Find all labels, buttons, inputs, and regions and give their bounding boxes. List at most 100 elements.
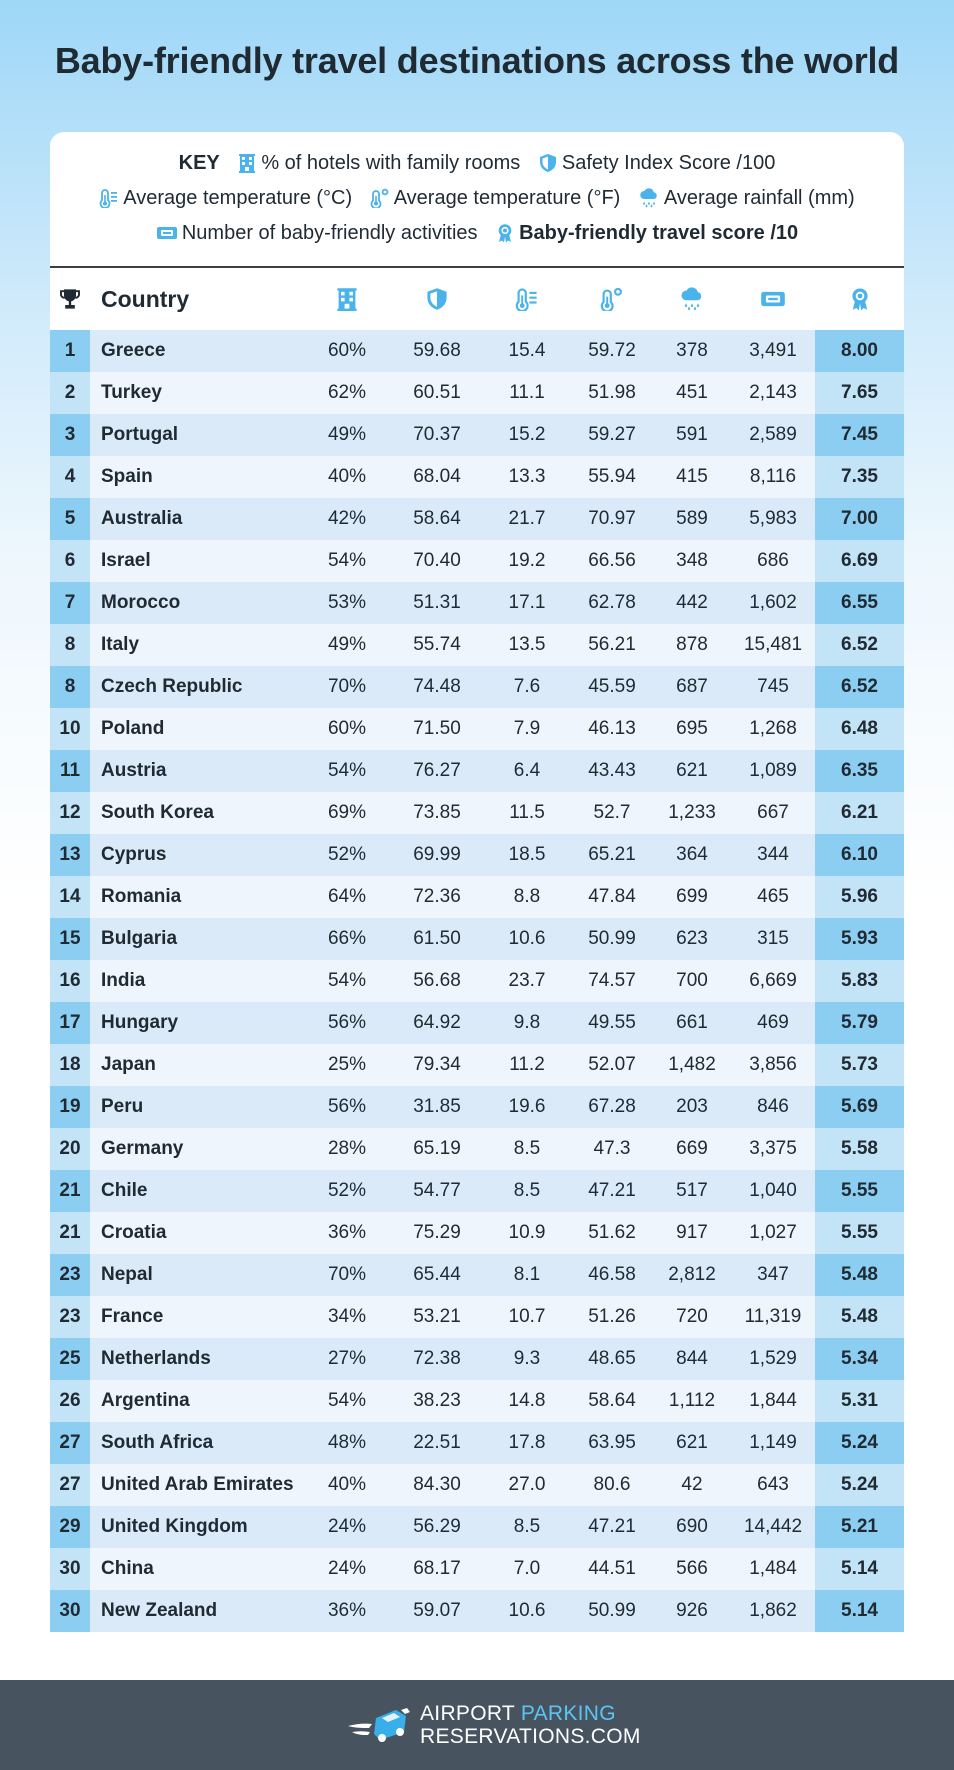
table-row: 10 Poland 60% 71.50 7.9 46.13 695 1,268 6.48: [50, 708, 904, 750]
rainfall-cell: 669: [676, 1138, 708, 1159]
temp-f-cell: 59.72: [588, 340, 636, 361]
safety-cell: 59.68: [413, 340, 461, 361]
temp-c-cell: 8.1: [513, 1264, 541, 1285]
table-row: 27 United Arab Emirates 40% 84.30 27.0 80.6 42…: [50, 1464, 904, 1506]
temp-f-cell: 43.43: [588, 760, 636, 781]
hotels-cell: 69%: [327, 802, 367, 823]
country-cell: Cyprus: [101, 844, 167, 865]
hotels-cell: 49%: [327, 424, 367, 445]
temp-c-cell: 8.5: [513, 1180, 541, 1201]
activities-cell: 686: [757, 550, 789, 571]
temp-c-cell: 18.5: [508, 844, 546, 865]
rank-cell: 16: [50, 960, 90, 1002]
hotels-cell: 52%: [327, 1180, 367, 1201]
score-cell: 6.48: [815, 708, 904, 750]
temp-f-cell: 55.94: [588, 466, 636, 487]
rainfall-cell: 378: [676, 340, 708, 361]
rank-cell: 20: [50, 1128, 90, 1170]
safety-cell: 22.51: [413, 1432, 461, 1453]
rank-cell: 3: [50, 414, 90, 456]
country-cell: United Kingdom: [101, 1516, 248, 1537]
temp-c-cell: 6.4: [513, 760, 541, 781]
temp-f-cell: 51.26: [588, 1306, 636, 1327]
country-cell: Peru: [101, 1096, 144, 1117]
rank-cell: 30: [50, 1590, 90, 1632]
rank-cell: 6: [50, 540, 90, 582]
hotels-cell: 34%: [327, 1306, 367, 1327]
country-cell: United Arab Emirates: [101, 1474, 294, 1495]
safety-cell: 68.17: [413, 1558, 461, 1579]
temp-f-cell: 67.28: [588, 1096, 636, 1117]
temp-f-cell: 65.21: [588, 844, 636, 865]
header-rainfall: [652, 268, 732, 330]
temp-c-cell: 7.9: [513, 718, 541, 739]
activities-cell: 6,669: [749, 970, 797, 991]
temp-c-cell: 13.5: [508, 634, 546, 655]
hotels-cell: 49%: [327, 634, 367, 655]
rainfall-cell: 878: [676, 634, 708, 655]
safety-cell: 31.85: [413, 1096, 461, 1117]
safety-cell: 74.48: [413, 676, 461, 697]
rank-cell: 18: [50, 1044, 90, 1086]
brand-logo-text: AIRPORT PARKING RESERVATIONS.COM: [420, 1702, 641, 1748]
score-cell: 7.35: [815, 456, 904, 498]
header-safety: [392, 268, 482, 330]
score-cell: 7.45: [815, 414, 904, 456]
activities-cell: 1,602: [749, 592, 797, 613]
header-country: Country: [101, 285, 190, 312]
safety-cell: 84.30: [413, 1474, 461, 1495]
score-cell: 6.21: [815, 792, 904, 834]
score-cell: 5.24: [815, 1464, 904, 1506]
safety-cell: 58.64: [413, 508, 461, 529]
hotels-cell: 64%: [327, 886, 367, 907]
trophy-icon: [58, 287, 82, 311]
score-cell: 5.93: [815, 918, 904, 960]
score-cell: 5.83: [815, 960, 904, 1002]
rainfall-cell: 695: [676, 718, 708, 739]
country-cell: Croatia: [101, 1222, 167, 1243]
country-cell: Greece: [101, 340, 166, 361]
temp-f-cell: 58.64: [588, 1390, 636, 1411]
activities-cell: 2,589: [749, 424, 797, 445]
table-row: 25 Netherlands 27% 72.38 9.3 48.65 844 1,529 5.3…: [50, 1338, 904, 1380]
safety-cell: 79.34: [413, 1054, 461, 1075]
rainfall-cell: 926: [676, 1600, 708, 1621]
temp-c-cell: 7.6: [513, 676, 541, 697]
table-row: 11 Austria 54% 76.27 6.4 43.43 621 1,089 6.35: [50, 750, 904, 792]
rainfall-cell: 451: [676, 382, 708, 403]
thermometer-c-icon: [99, 188, 119, 208]
hotels-cell: 66%: [327, 928, 367, 949]
country-cell: Spain: [101, 466, 153, 487]
safety-cell: 68.04: [413, 466, 461, 487]
country-cell: Israel: [101, 550, 151, 571]
temp-c-cell: 7.0: [513, 1558, 541, 1579]
table-key: KEY % of hotels with family rooms Safety…: [50, 132, 904, 268]
hotel-icon: [335, 287, 359, 311]
temp-c-cell: 10.7: [508, 1306, 546, 1327]
hotels-cell: 52%: [327, 844, 367, 865]
activities-cell: 8,116: [749, 466, 797, 487]
rank-cell: 27: [50, 1464, 90, 1506]
rank-cell: 11: [50, 750, 90, 792]
country-cell: Romania: [101, 886, 182, 907]
temp-f-cell: 47.21: [588, 1180, 636, 1201]
rank-cell: 14: [50, 876, 90, 918]
hotels-cell: 62%: [327, 382, 367, 403]
safety-cell: 51.31: [413, 592, 461, 613]
safety-cell: 60.51: [413, 382, 461, 403]
rank-cell: 19: [50, 1086, 90, 1128]
temp-f-cell: 48.65: [588, 1348, 636, 1369]
hotels-cell: 54%: [327, 1390, 367, 1411]
table-row: 1 Greece 60% 59.68 15.4 59.72 378 3,491 8.00: [50, 330, 904, 372]
temp-f-cell: 51.62: [588, 1222, 636, 1243]
key-item-temp-f: Average temperature (°F): [370, 187, 620, 210]
temp-f-cell: 46.58: [588, 1264, 636, 1285]
activities-cell: 347: [757, 1264, 789, 1285]
activities-cell: 1,027: [749, 1222, 797, 1243]
safety-cell: 70.37: [413, 424, 461, 445]
safety-cell: 72.38: [413, 1348, 461, 1369]
key-label: KEY: [178, 152, 220, 175]
key-item-activities: Number of baby-friendly activities: [156, 222, 478, 245]
score-cell: 8.00: [815, 330, 904, 372]
temp-c-cell: 8.8: [513, 886, 541, 907]
